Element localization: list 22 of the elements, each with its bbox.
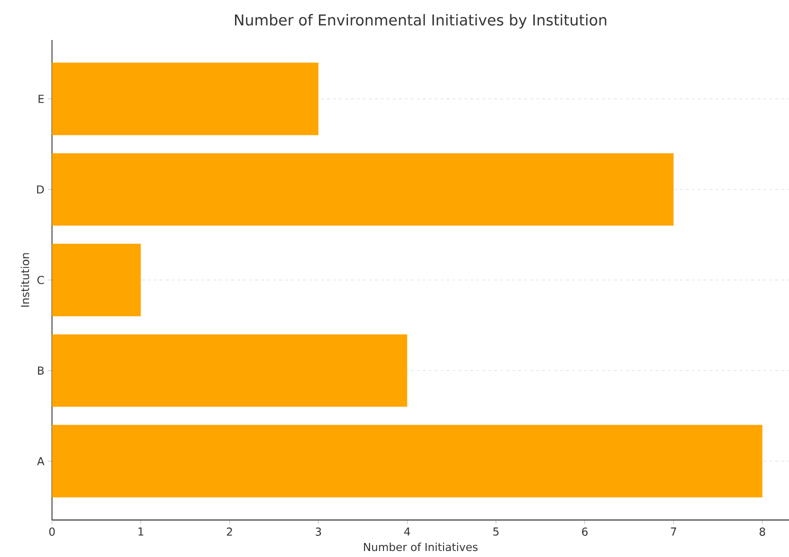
x-tick-label: 0 — [49, 528, 55, 536]
y-tick-label: B — [38, 366, 44, 375]
x-tick-label: 7 — [670, 528, 676, 536]
x-tick-label: 6 — [582, 528, 588, 536]
y-tick-label: E — [38, 94, 44, 103]
y-tick-label: C — [37, 276, 44, 284]
x-tick-label: 3 — [316, 528, 321, 536]
x-tick-label: 5 — [493, 528, 499, 536]
x-tick-label: 8 — [760, 528, 766, 536]
bar — [52, 424, 762, 498]
bar — [52, 244, 141, 316]
bar — [52, 153, 674, 226]
y-tick-label: A — [37, 457, 44, 466]
x-axis-title: Number of Initiatives — [364, 542, 478, 552]
y-tick-label: D — [37, 185, 44, 194]
x-tick-label: 2 — [226, 528, 232, 536]
x-tick-label: 1 — [138, 528, 144, 536]
bar — [52, 334, 408, 407]
x-tick-label: 4 — [404, 528, 410, 536]
bar — [52, 62, 318, 136]
chart-title: Number of Environmental Initiatives by Institution — [235, 14, 606, 29]
y-axis-title: Institution — [20, 253, 30, 307]
